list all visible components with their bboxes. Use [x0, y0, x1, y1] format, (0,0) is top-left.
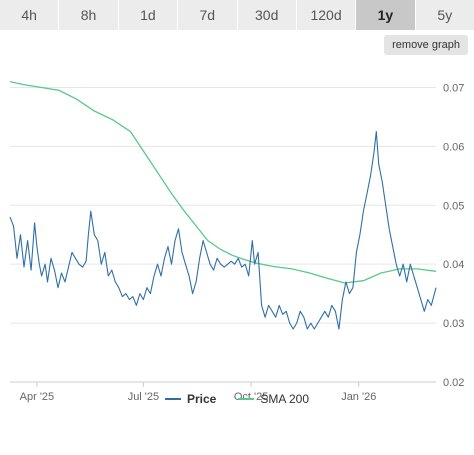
y-tick-label: 0.05: [443, 200, 464, 212]
x-axis-ticks: Apr '25 Jul '25 Oct '25 Jan '26: [20, 382, 376, 403]
y-tick-label: 0.04: [443, 259, 464, 271]
y-gridlines: [10, 86, 436, 383]
range-tab-8h[interactable]: 8h: [59, 0, 119, 30]
chart-legend: Price SMA 200: [0, 392, 474, 406]
x-tick-label: Jan '26: [341, 391, 376, 403]
range-tab-7d[interactable]: 7d: [178, 0, 238, 30]
x-tick-label: Apr '25: [20, 391, 55, 403]
y-tick-label: 0.02: [443, 377, 464, 389]
range-tab-4h[interactable]: 4h: [0, 0, 60, 30]
legend-label-price: Price: [186, 392, 217, 406]
sma-200-series-line: [9, 80, 437, 284]
price-swatch-icon: [164, 398, 181, 400]
range-tab-1d[interactable]: 1d: [118, 0, 179, 30]
y-axis-ticks: 0.02 0.03 0.04 0.05 0.06 0.07: [443, 82, 464, 389]
price-series-line: [9, 131, 437, 330]
range-tab-5y[interactable]: 5y: [415, 0, 474, 30]
x-tick-label: Jul '25: [128, 391, 159, 403]
range-tab-1y[interactable]: 1y: [356, 0, 416, 30]
remove-graph-button[interactable]: remove graph: [384, 35, 468, 55]
legend-label-sma: SMA 200: [260, 392, 310, 406]
legend-item-price[interactable]: Price: [164, 392, 217, 406]
legend-item-sma[interactable]: SMA 200: [238, 392, 309, 406]
range-tabs: 4h 8h 1d 7d 30d 120d 1y 5y: [0, 0, 474, 30]
sma-swatch-icon: [238, 398, 255, 400]
y-tick-label: 0.03: [443, 318, 464, 330]
y-tick-label: 0.06: [443, 141, 464, 153]
range-tab-30d[interactable]: 30d: [237, 0, 297, 30]
x-tick-label: Oct '25: [234, 391, 269, 403]
range-tab-120d[interactable]: 120d: [296, 0, 357, 30]
y-tick-label: 0.07: [443, 82, 464, 94]
